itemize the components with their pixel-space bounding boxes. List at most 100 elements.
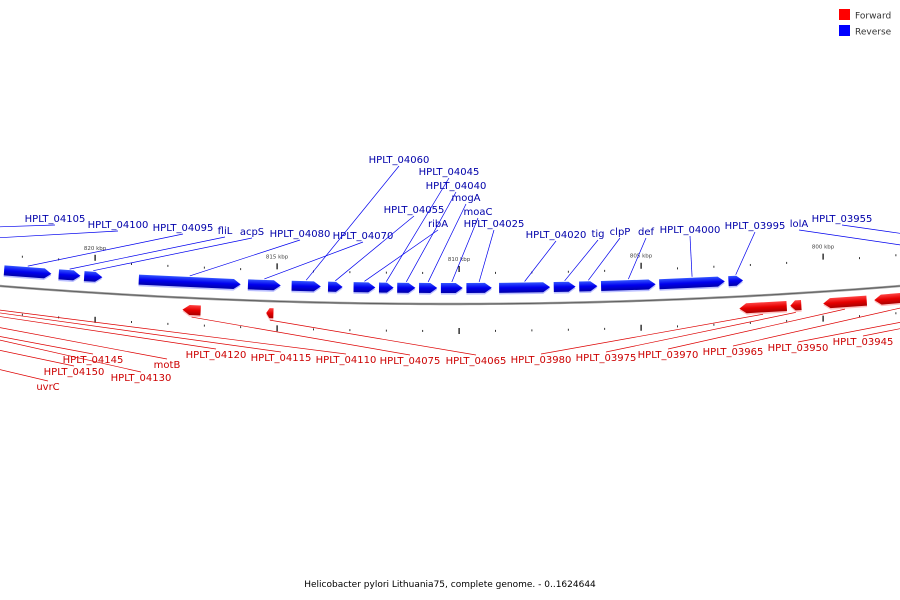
- gene-leader-line: [406, 191, 457, 282]
- gene-leader-line: [798, 229, 900, 246]
- gene-leader-line: [69, 236, 226, 270]
- gene-leader-line: [335, 215, 415, 282]
- reverse-gene[interactable]: [553, 281, 576, 294]
- reverse-gene[interactable]: [58, 269, 81, 282]
- forward-gene-label: HPLT_04075: [380, 356, 441, 367]
- reverse-gene[interactable]: [378, 282, 394, 295]
- gene-arrow[interactable]: [83, 271, 103, 282]
- gene-arrow[interactable]: [58, 269, 81, 281]
- gene-leader-line: [191, 316, 411, 356]
- gene-arrow[interactable]: [3, 265, 52, 279]
- gene-arrow[interactable]: [728, 275, 744, 287]
- reverse-gene[interactable]: [419, 282, 438, 295]
- reverse-gene-label: def: [638, 227, 655, 238]
- gene-leader-line: [540, 313, 764, 355]
- gene-arrow[interactable]: [327, 281, 343, 292]
- gene-arrow[interactable]: [499, 282, 551, 293]
- gene-arrow[interactable]: [138, 274, 241, 290]
- gene-arrow[interactable]: [790, 300, 802, 311]
- gene-arrow[interactable]: [659, 276, 725, 290]
- scale-tick-label: 800 kbp: [812, 245, 835, 251]
- forward-gene[interactable]: [182, 304, 201, 318]
- forward-gene[interactable]: [823, 295, 868, 311]
- forward-gene[interactable]: [874, 287, 900, 307]
- reverse-gene-label: HPLT_04060: [369, 155, 430, 166]
- legend-forward: Forward: [839, 9, 891, 22]
- gene-leader-line: [264, 241, 364, 280]
- gene-arrow[interactable]: [600, 279, 656, 292]
- gene-leader-line: [0, 327, 168, 360]
- gene-leader-line: [427, 203, 467, 283]
- forward-gene-label: HPLT_03970: [638, 350, 699, 361]
- reverse-gene-label: mogA: [451, 193, 480, 204]
- gene-arrow[interactable]: [440, 282, 463, 294]
- reverse-gene[interactable]: [397, 282, 416, 295]
- gene-arrow[interactable]: [378, 282, 394, 293]
- gene-leader-line: [0, 309, 347, 355]
- reverse-gene-label: HPLT_04020: [526, 230, 587, 241]
- reverse-gene-label: HPLT_03955: [812, 214, 873, 225]
- gene-leader-line: [628, 237, 647, 280]
- gene-arrow[interactable]: [291, 280, 321, 292]
- forward-gene[interactable]: [790, 300, 802, 312]
- forward-gene-label: HPLT_04130: [111, 373, 172, 384]
- gene-arrow[interactable]: [823, 295, 868, 309]
- reverse-gene[interactable]: [659, 276, 725, 291]
- reverse-gene[interactable]: [728, 275, 744, 288]
- reverse-gene[interactable]: [499, 282, 551, 295]
- gene-arrow[interactable]: [466, 282, 492, 293]
- reverse-gene[interactable]: [3, 265, 52, 280]
- gene-arrow[interactable]: [553, 281, 576, 293]
- reverse-gene-label: HPLT_04105: [25, 214, 86, 225]
- reverse-gene[interactable]: [353, 282, 376, 295]
- gene-arrow[interactable]: [739, 300, 787, 314]
- legend-reverse-swatch: [839, 25, 850, 36]
- gene-leader-line: [189, 239, 301, 277]
- reverse-gene[interactable]: [579, 281, 598, 294]
- forward-gene-label: HPLT_03980: [511, 355, 572, 366]
- forward-gene[interactable]: [739, 300, 788, 315]
- reverse-gene[interactable]: [440, 282, 463, 295]
- reverse-gene[interactable]: [600, 279, 656, 293]
- gene-arrow[interactable]: [579, 281, 598, 292]
- reverse-gene-label: fliL: [218, 226, 233, 237]
- gene-leader-line: [0, 350, 75, 367]
- gene-arrow[interactable]: [182, 304, 201, 316]
- gene-arrow[interactable]: [874, 287, 900, 305]
- forward-gene-label: HPLT_04065: [446, 356, 507, 367]
- gene-leader-line: [0, 369, 49, 382]
- gene-arrow[interactable]: [419, 282, 438, 293]
- reverse-gene[interactable]: [466, 282, 492, 295]
- forward-gene-label: uvrC: [36, 382, 59, 393]
- reverse-gene-label: acpS: [240, 227, 264, 238]
- gene-arrow[interactable]: [353, 282, 376, 293]
- gene-arrow[interactable]: [247, 279, 281, 291]
- legend-forward-label: Forward: [855, 12, 891, 22]
- gene-leader-line: [269, 319, 477, 356]
- gene-leader-line: [564, 239, 599, 282]
- gene-arrow[interactable]: [266, 308, 274, 319]
- reverse-gene-label: HPLT_04080: [270, 229, 331, 240]
- reverse-gene[interactable]: [327, 281, 343, 294]
- reverse-gene[interactable]: [247, 279, 281, 292]
- reverse-gene-label: HPLT_04045: [419, 167, 480, 178]
- legend-reverse-label: Reverse: [855, 28, 892, 38]
- gene-leader-line: [732, 307, 900, 347]
- reverse-gene-label: HPLT_04025: [464, 219, 525, 230]
- forward-gene[interactable]: [266, 308, 274, 320]
- reverse-gene[interactable]: [291, 280, 321, 293]
- gene-leader-line: [27, 233, 184, 267]
- legend: Forward Reverse: [839, 9, 892, 38]
- gene-leader-line: [305, 165, 400, 281]
- reverse-gene[interactable]: [83, 271, 103, 284]
- reverse-gene-label: HPLT_04100: [88, 220, 149, 231]
- forward-gene-label: motB: [154, 360, 181, 371]
- gene-leader-line: [588, 237, 621, 281]
- reverse-gene[interactable]: [138, 274, 241, 291]
- gene-leader-line: [524, 240, 557, 282]
- gene-arrow[interactable]: [397, 282, 416, 293]
- genome-backbone: [0, 284, 900, 306]
